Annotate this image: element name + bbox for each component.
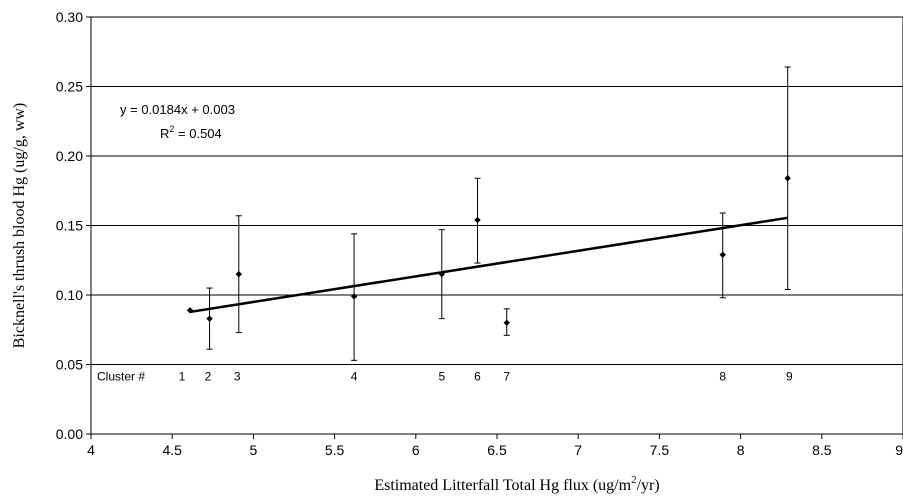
y-tick-label: 0.25 (56, 79, 83, 95)
cluster-number: 9 (786, 370, 793, 384)
x-tick-label: 4 (87, 442, 95, 458)
cluster-number: 6 (474, 370, 481, 384)
data-point-marker (206, 315, 213, 322)
data-point-marker (350, 293, 358, 300)
data-point-marker (186, 307, 194, 314)
x-tick-label: 5.5 (325, 442, 345, 458)
cluster-number: 8 (719, 370, 726, 384)
data-point-marker (719, 251, 726, 258)
x-tick-label: 5 (250, 442, 258, 458)
y-axis-title: Bicknell's thrush blood Hg (ug/g, ww) (11, 103, 28, 349)
y-tick-label: 0.15 (56, 218, 83, 234)
x-tick-label: 8.5 (812, 442, 832, 458)
r2-value: = 0.504 (174, 126, 221, 141)
x-tick-label: 6.5 (487, 442, 507, 458)
trendline (189, 216, 788, 314)
y-tick-label: 0.20 (56, 148, 83, 164)
x-tick-label: 7 (574, 442, 582, 458)
x-tick-label: 4.5 (162, 442, 182, 458)
y-tick-label: 0.00 (56, 426, 83, 442)
x-axis-title-main: Estimated Litterfall Total Hg flux (ug/m (374, 477, 631, 494)
cluster-number: 4 (351, 370, 358, 384)
x-axis-title: Estimated Litterfall Total Hg flux (ug/m… (374, 474, 659, 494)
r2-prefix: R (160, 126, 169, 141)
x-axis-title-superscript: 2 (631, 474, 637, 486)
cluster-number: 5 (438, 370, 445, 384)
r-squared-label: R2 = 0.504 (160, 124, 222, 141)
regression-equation: y = 0.0184x + 0.003 (120, 102, 235, 117)
x-axis-title-suffix: /yr) (637, 477, 660, 494)
cluster-labels: Cluster # 1 2 3 4 5 6 7 8 9 (97, 370, 793, 384)
data-point-marker (503, 319, 510, 326)
data-point-marker (235, 270, 242, 278)
x-tick-label: 9 (895, 442, 903, 458)
cluster-number: 7 (503, 370, 510, 384)
gridlines (91, 86, 903, 365)
y-axis-ticks: 0.00 0.05 0.10 0.15 0.20 0.25 0.30 (56, 9, 91, 442)
cluster-row-label: Cluster # (97, 370, 145, 384)
cluster-number: 1 (179, 370, 186, 384)
y-tick-label: 0.10 (56, 287, 83, 303)
cluster-number: 3 (234, 370, 241, 384)
data-point-marker (784, 175, 791, 182)
data-point-marker (474, 216, 481, 224)
error-bars (206, 66, 791, 361)
y-tick-label: 0.05 (56, 357, 83, 373)
data-point-marker (438, 270, 445, 278)
data-points (186, 175, 791, 326)
r2-superscript: 2 (169, 124, 174, 134)
x-axis-ticks: 4 4.5 5 5.5 6 6.5 7 7.5 8 8.5 9 (87, 434, 903, 458)
x-tick-label: 8 (737, 442, 745, 458)
x-tick-label: 6 (412, 442, 420, 458)
cluster-number: 2 (205, 370, 212, 384)
x-tick-label: 7.5 (650, 442, 670, 458)
y-tick-label: 0.30 (56, 9, 83, 25)
